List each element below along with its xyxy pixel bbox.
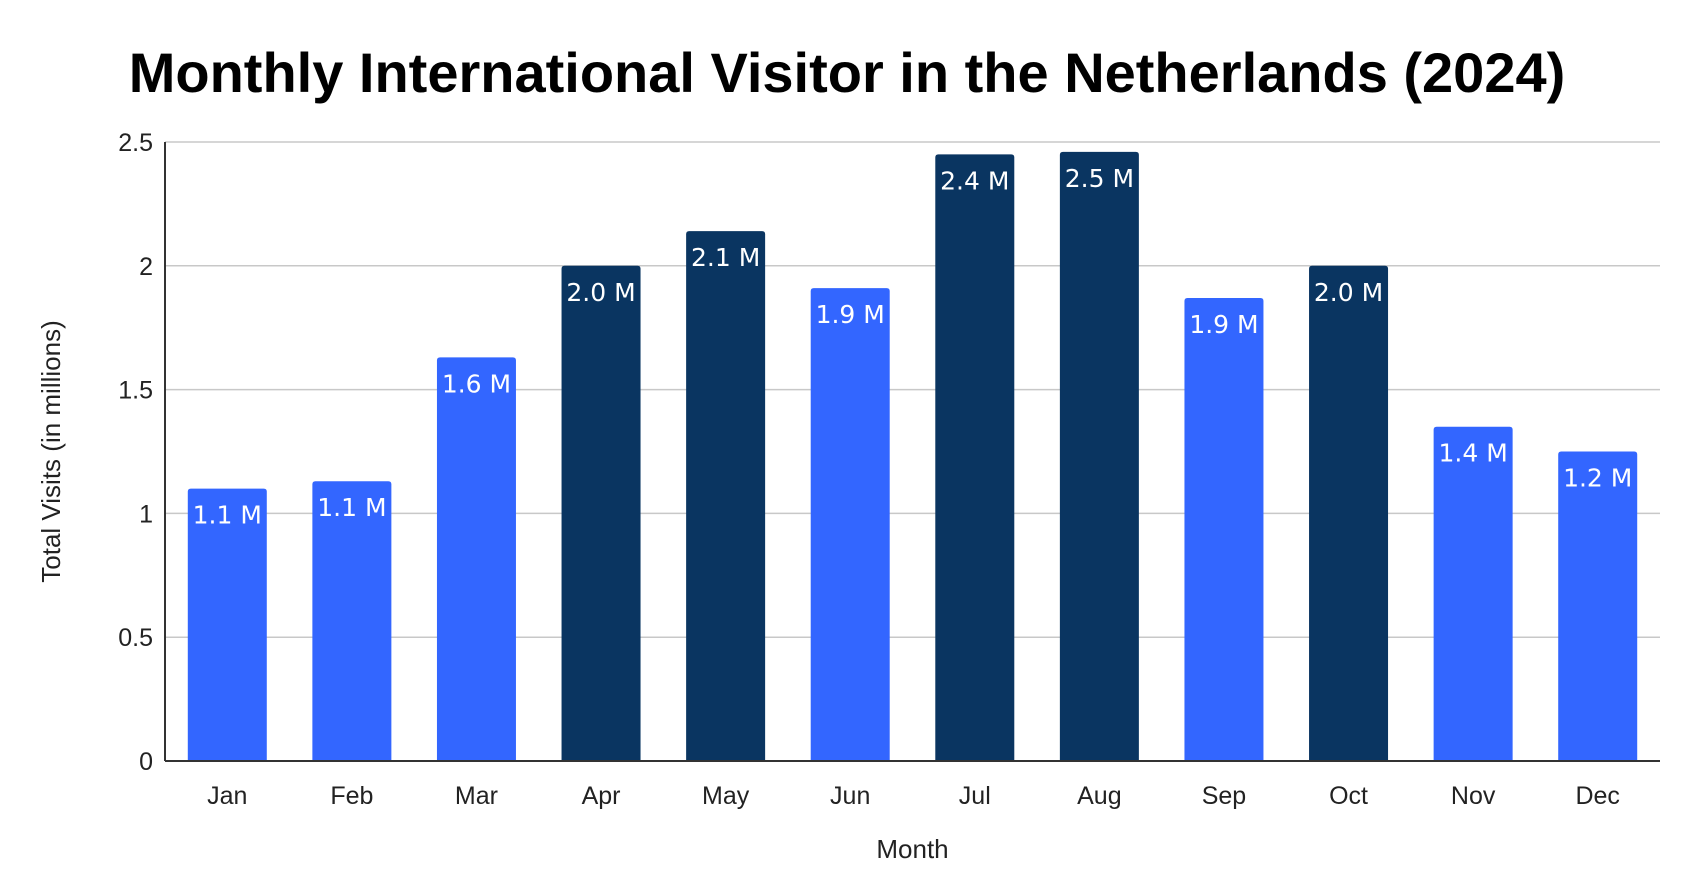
bar-data-label: 1.1 M (193, 501, 262, 530)
y-tick-label: 2 (139, 253, 153, 281)
x-tick-label: Jan (207, 782, 247, 810)
bar (312, 481, 392, 761)
bar (1433, 426, 1513, 761)
bar (436, 357, 516, 761)
bar (1558, 451, 1638, 761)
bar-data-label: 1.9 M (1189, 310, 1258, 339)
bar-data-label: 2.5 M (1065, 164, 1134, 193)
bar-data-label: 2.0 M (566, 278, 635, 307)
x-tick-label: Feb (330, 782, 373, 810)
bar-data-label: 1.4 M (1438, 439, 1507, 468)
x-tick-label: Nov (1451, 782, 1496, 810)
y-axis-ticks: 0 0.5 1 1.5 2 2.5 (118, 129, 153, 776)
y-axis-label: Total Visits (in millions) (36, 320, 66, 582)
bars: 1.1 M 1.1 M 1.6 M 2.0 M 2.1 M 1.9 M 2.4 M 2.5 M… (187, 151, 1638, 762)
bar-data-label: 2.4 M (940, 166, 1009, 195)
bar-data-label: 2.0 M (1314, 278, 1383, 307)
y-tick-label: 0.5 (118, 624, 153, 652)
x-tick-label: Sep (1202, 782, 1246, 810)
x-tick-label: Apr (582, 782, 621, 810)
bar (810, 288, 890, 761)
x-tick-label: Dec (1575, 782, 1619, 810)
y-tick-label: 1 (139, 500, 153, 528)
x-tick-label: Jun (830, 782, 870, 810)
bar-data-label: 1.6 M (442, 369, 511, 398)
bar (187, 488, 267, 761)
x-axis-label: Month (876, 834, 948, 864)
bar-data-label: 1.1 M (317, 493, 386, 522)
x-tick-label: Mar (455, 782, 498, 810)
bar-data-label: 1.9 M (816, 300, 885, 329)
bar (1309, 265, 1389, 761)
bar (1059, 151, 1139, 762)
bar-data-label: 2.1 M (691, 243, 760, 272)
bar (686, 231, 766, 762)
y-tick-label: 1.5 (118, 377, 153, 405)
bar (935, 154, 1015, 761)
y-tick-label: 2.5 (118, 129, 153, 157)
bar (1184, 297, 1264, 761)
x-tick-label: Jul (959, 782, 991, 810)
x-axis-ticks: Jan Feb Mar Apr May Jun Jul Aug Sep Oct Nov Dec (207, 782, 1620, 810)
bar (561, 265, 641, 761)
x-tick-label: Oct (1329, 782, 1368, 810)
bar-data-label: 1.2 M (1563, 464, 1632, 493)
chart-title: Monthly International Visitor in the Net… (129, 41, 1566, 104)
x-tick-label: Aug (1077, 782, 1121, 810)
gridlines (165, 141, 1660, 638)
x-tick-label: May (702, 782, 750, 810)
y-tick-label: 0 (139, 748, 153, 776)
